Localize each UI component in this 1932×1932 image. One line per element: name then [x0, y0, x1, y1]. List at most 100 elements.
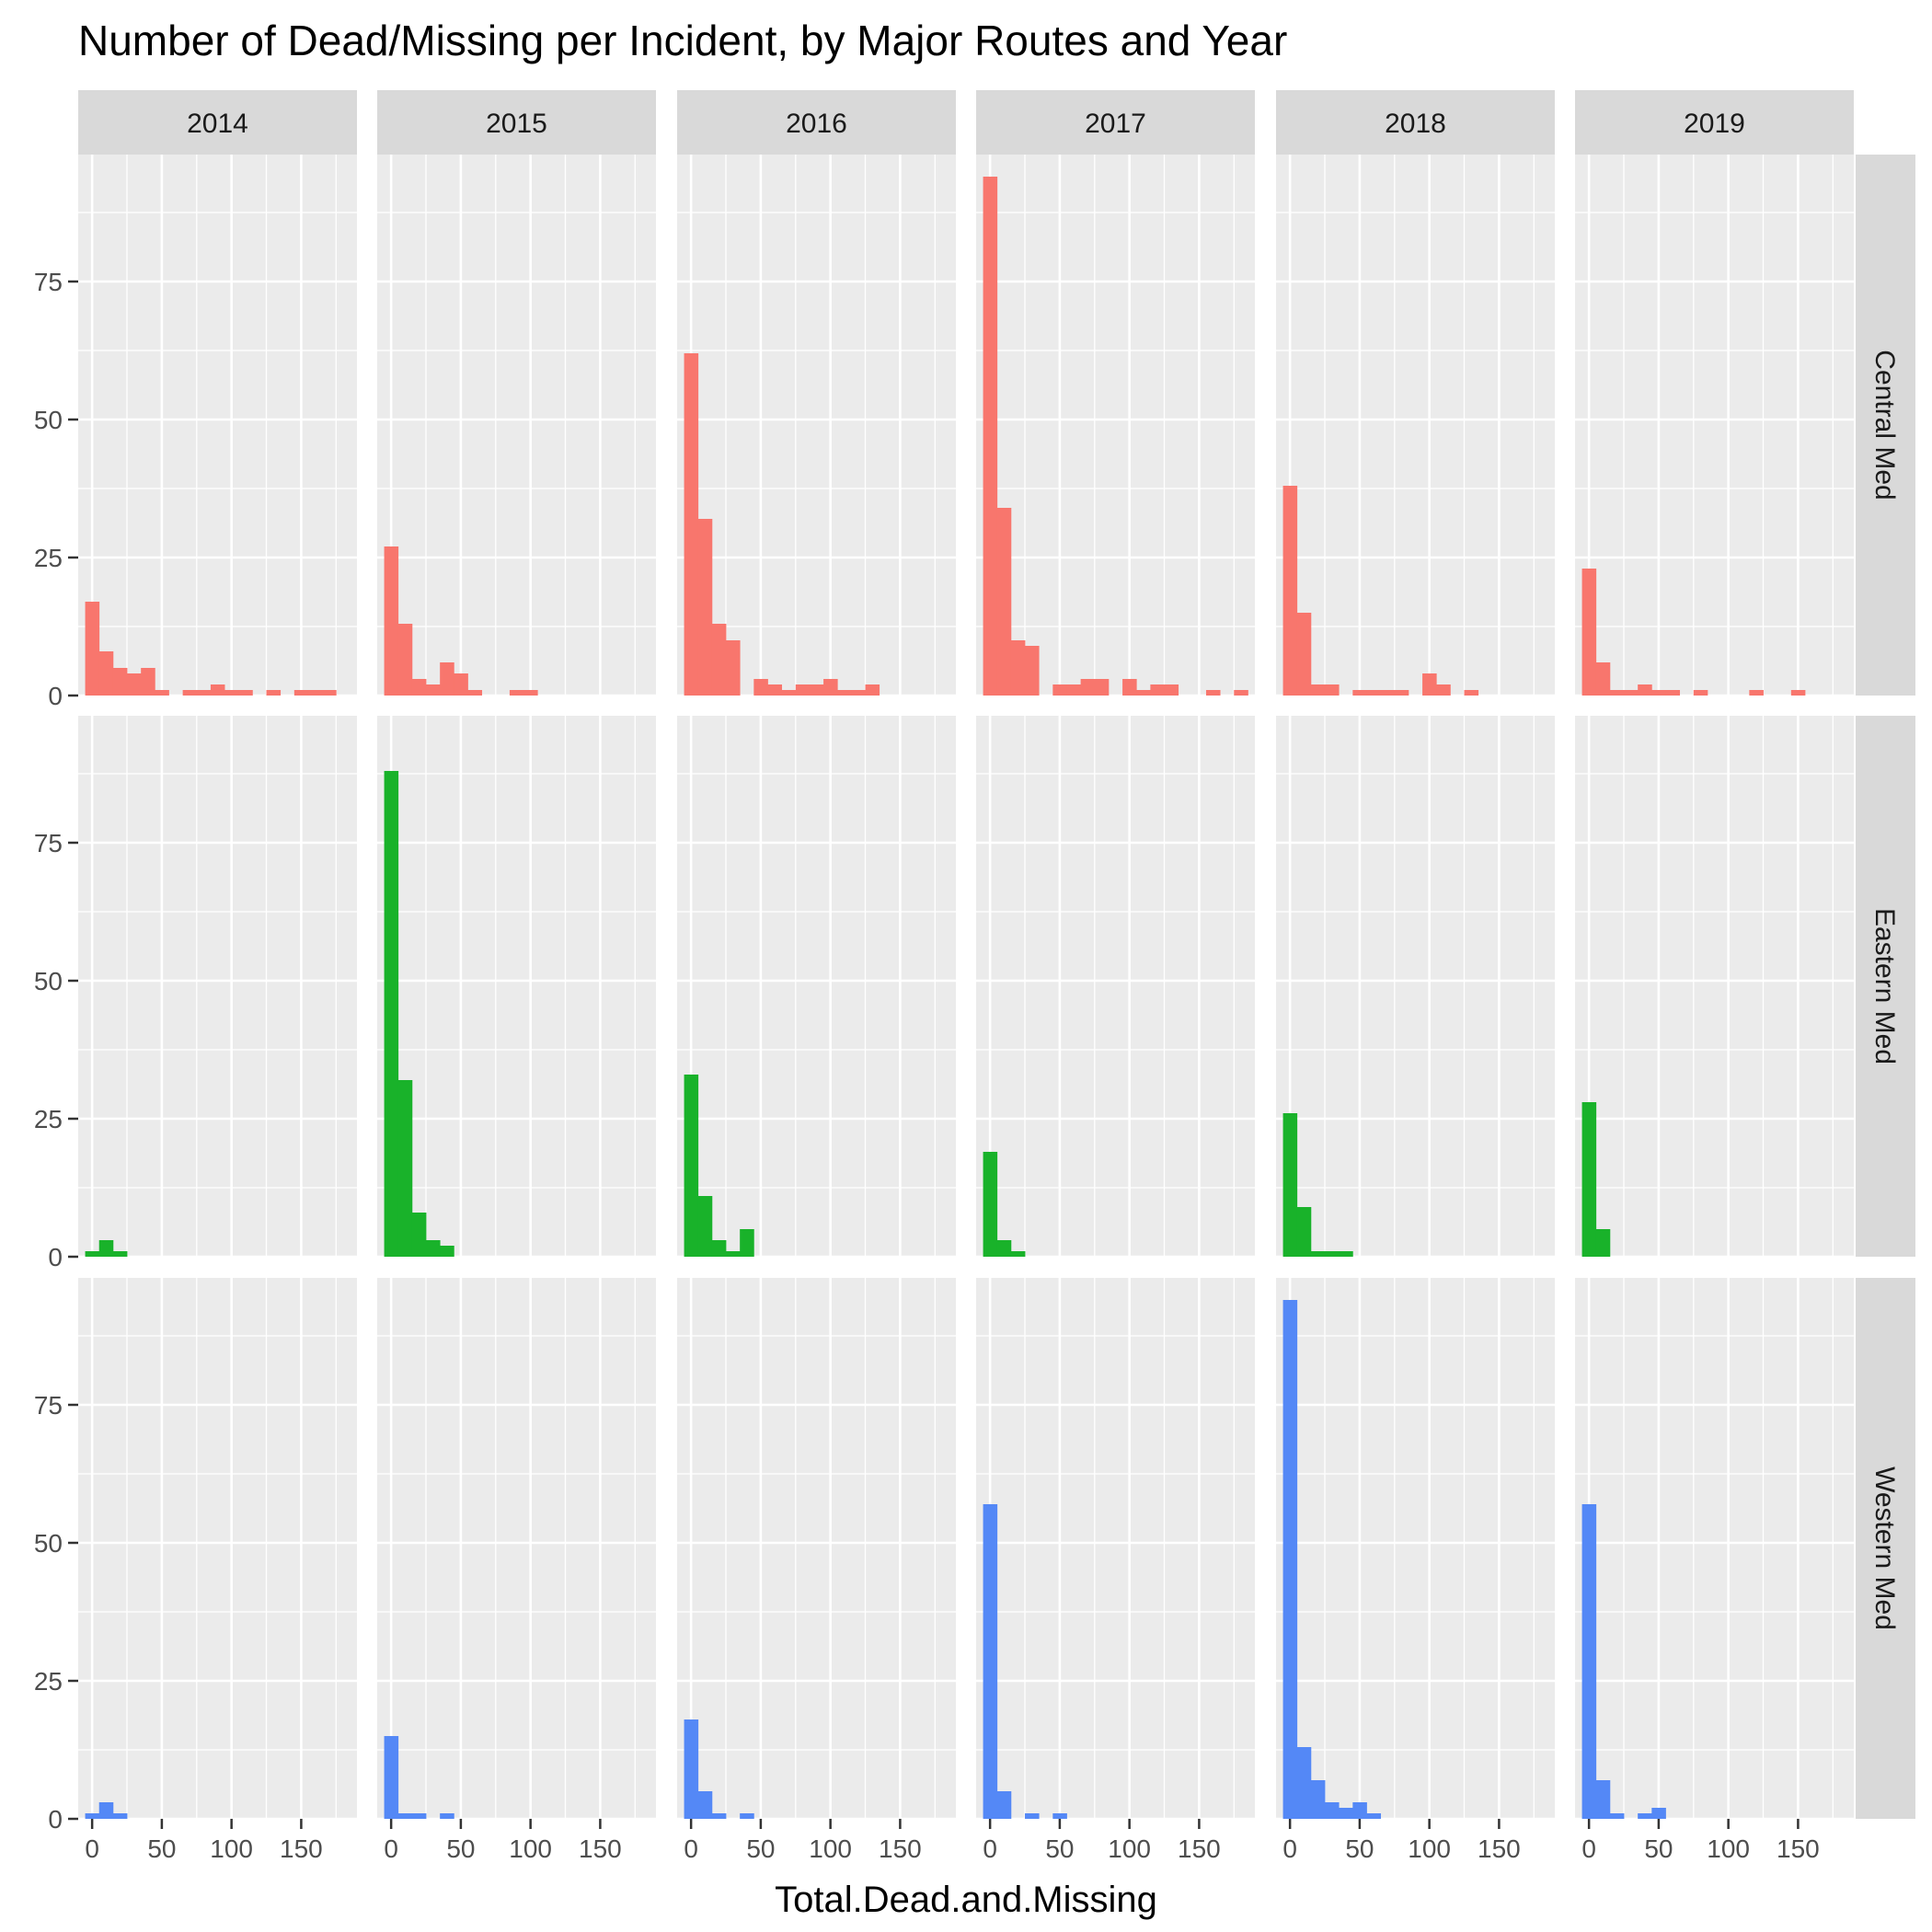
histogram-bar	[1638, 684, 1652, 696]
y-tick-label: 25	[34, 544, 63, 572]
histogram-bar	[1638, 1813, 1652, 1819]
histogram-bar	[740, 1813, 754, 1819]
facet-strip-label-2016: 2016	[786, 109, 847, 139]
histogram-bar	[1325, 1251, 1340, 1257]
x-tick-label: 50	[1345, 1834, 1374, 1863]
x-tick-label: 50	[1045, 1834, 1074, 1863]
histogram-bar	[1581, 569, 1597, 696]
x-tick-label: 0	[1282, 1834, 1297, 1863]
facet-strip-label-central-med: Central Med	[1869, 350, 1900, 500]
histogram-bar	[1150, 684, 1165, 696]
panel-background	[1276, 155, 1555, 696]
histogram-bar	[1609, 1813, 1625, 1819]
panel-background	[1276, 716, 1555, 1257]
histogram-bar	[1080, 679, 1096, 696]
histogram-bar	[837, 690, 852, 696]
facet-strip-2015	[377, 90, 656, 155]
histogram-bar	[1394, 690, 1409, 696]
facet-strip-eastern-med	[1856, 716, 1915, 1257]
histogram-bar	[711, 1240, 727, 1257]
histogram-bar	[384, 546, 399, 696]
histogram-bar	[684, 1075, 699, 1257]
histogram-bar	[293, 690, 309, 696]
histogram-bar	[322, 690, 337, 696]
histogram-bar	[224, 690, 239, 696]
y-tick-label: 75	[34, 829, 63, 857]
y-tick-label: 0	[48, 682, 63, 710]
panel-western-med-2016	[677, 1278, 956, 1821]
histogram-bar	[996, 508, 1012, 696]
histogram-bar	[397, 1080, 413, 1257]
histogram-bar	[1339, 1808, 1353, 1819]
histogram-bar	[1339, 1251, 1353, 1257]
histogram-bar	[1352, 1802, 1367, 1819]
x-tick-label: 0	[684, 1834, 698, 1863]
facet-strip-label-2018: 2018	[1385, 109, 1446, 139]
histogram-bar	[711, 1813, 727, 1819]
histogram-bar	[141, 668, 155, 696]
panel-eastern-med-2016	[677, 716, 956, 1259]
histogram-bar	[384, 771, 399, 1257]
histogram-bar	[440, 1246, 454, 1257]
x-tick-label: 50	[446, 1834, 475, 1863]
facet-strip-central-med	[1856, 155, 1915, 696]
panel-western-med-2014	[78, 1278, 357, 1821]
histogram-bar	[411, 1213, 427, 1257]
facet-panels: 2014 2015 2016 2017 2018 2019 Central Med 0 25 50…	[34, 90, 1915, 1863]
histogram-bar	[684, 1719, 699, 1819]
histogram-bar	[440, 662, 454, 696]
histogram-bar	[1352, 690, 1367, 696]
histogram-bar	[127, 673, 142, 696]
facet-strip-label-2017: 2017	[1085, 109, 1146, 139]
histogram-bar	[155, 690, 169, 696]
panel-background	[677, 716, 956, 1257]
histogram-bar	[1164, 684, 1179, 696]
y-tick-label: 0	[48, 1805, 63, 1834]
histogram-bar	[1693, 690, 1708, 696]
histogram-bar	[1010, 1251, 1026, 1257]
histogram-bar	[440, 1813, 454, 1819]
histogram-bar	[1790, 690, 1806, 696]
panel-eastern-med-2019	[1575, 716, 1854, 1259]
facet-strip-2019	[1575, 90, 1854, 155]
histogram-bar	[726, 640, 741, 696]
panel-background	[677, 1278, 956, 1819]
chart-title: Number of Dead/Missing per Incident, by …	[78, 17, 1287, 64]
histogram-bar	[1595, 1780, 1611, 1819]
histogram-bar	[1066, 684, 1082, 696]
panel-background	[377, 155, 656, 696]
facet-strip-label-western-med: Western Med	[1869, 1466, 1900, 1630]
histogram-bar	[795, 684, 811, 696]
histogram-bar	[411, 1813, 427, 1819]
histogram-bar	[1310, 1251, 1326, 1257]
facet-strip-2018	[1276, 90, 1555, 155]
x-tick-label: 0	[1581, 1834, 1596, 1863]
histogram-bar	[307, 690, 323, 696]
panel-western-med-2018	[1276, 1278, 1555, 1821]
histogram-bar	[1651, 1808, 1666, 1819]
y-tick-label: 25	[34, 1105, 63, 1133]
panel-background	[976, 1278, 1255, 1819]
histogram-bar	[1366, 690, 1382, 696]
histogram-bar	[112, 1251, 128, 1257]
panel-western-med-2019	[1575, 1278, 1854, 1821]
x-tick-label: 150	[280, 1834, 323, 1863]
panel-background	[1575, 716, 1854, 1257]
histogram-bar	[98, 1240, 114, 1257]
histogram-bar	[467, 690, 483, 696]
panel-eastern-med-2017	[976, 716, 1255, 1259]
histogram-bar	[781, 690, 797, 696]
histogram-bar	[1310, 1780, 1326, 1819]
histogram-bar	[726, 1251, 741, 1257]
histogram-bar	[996, 1240, 1012, 1257]
histogram-bar	[1296, 1747, 1312, 1819]
histogram-bar	[1282, 1113, 1298, 1257]
histogram-bar	[1581, 1504, 1597, 1819]
histogram-bar	[996, 1791, 1012, 1819]
panel-central-med-2019	[1575, 155, 1854, 697]
facet-strip-2016	[677, 90, 956, 155]
histogram-bar	[523, 690, 538, 696]
x-tick-label: 100	[210, 1834, 253, 1863]
x-tick-label: 150	[1178, 1834, 1221, 1863]
histogram-bar	[266, 690, 282, 696]
